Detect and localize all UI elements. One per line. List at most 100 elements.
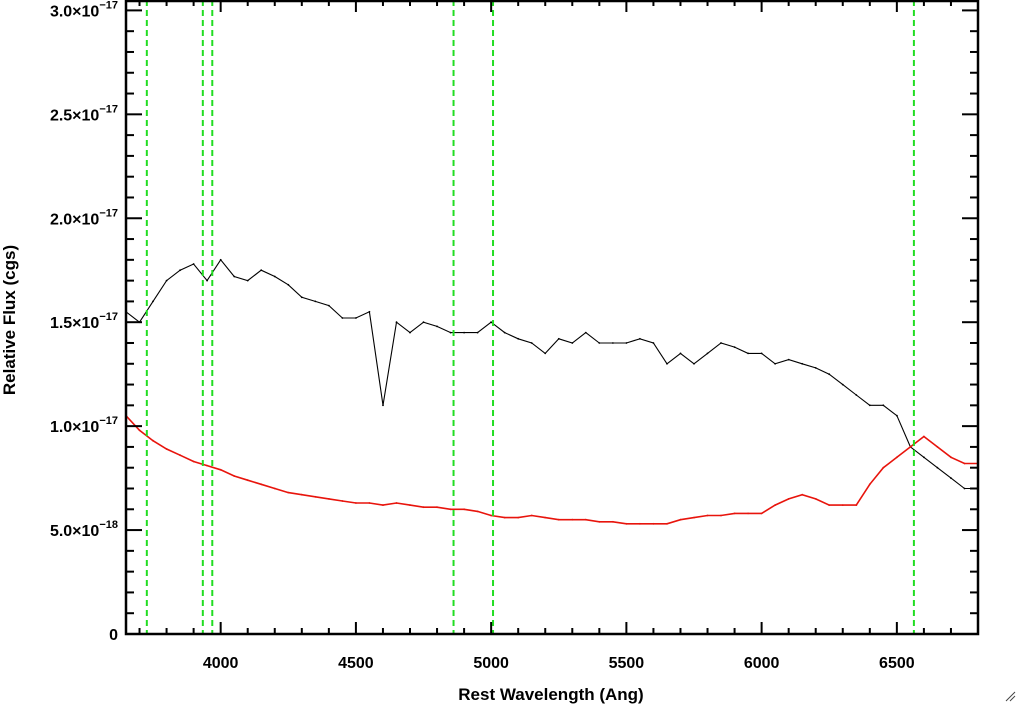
spectrum-point — [503, 516, 506, 519]
spectrum-point — [950, 456, 952, 459]
y-tick-exponent: −17 — [99, 415, 118, 427]
spectrum-point — [571, 342, 574, 344]
spectrum-point — [855, 394, 858, 396]
spectrum-point — [382, 404, 384, 407]
spectrum-point — [138, 429, 141, 432]
spectrum-point — [544, 516, 547, 519]
spectrum-point — [152, 439, 154, 442]
spectrum-point — [192, 263, 195, 265]
spectrum-point — [530, 342, 533, 344]
spectrum-point — [436, 506, 438, 509]
spectrum-point — [868, 483, 871, 486]
spectrum-series-1 — [125, 415, 978, 525]
spectrum-point — [787, 498, 790, 500]
spectrum-point — [463, 331, 465, 334]
spectrum-point — [814, 367, 817, 369]
spectrum-point — [639, 522, 641, 525]
y-tick-label: 2.0×10−17 — [50, 207, 118, 228]
y-axis-label: Relative Flux (cgs) — [0, 245, 19, 395]
x-tick-label: 5500 — [609, 655, 645, 672]
spectrum-point — [787, 358, 790, 361]
spectrum-point — [395, 502, 398, 504]
spectrum-point — [584, 518, 587, 521]
x-tick-label: 4500 — [338, 655, 374, 672]
spectrum-point — [679, 518, 682, 521]
spectrum-point — [963, 462, 966, 465]
spectrum-point — [165, 279, 168, 282]
spectrum-point — [733, 346, 736, 348]
spectrum-point — [260, 269, 263, 272]
y-tick-exponent: −17 — [99, 311, 118, 323]
spectrum-point — [612, 520, 614, 523]
spectra-group — [125, 258, 979, 525]
spectrum-point — [841, 504, 844, 506]
spectrum-point — [666, 522, 668, 525]
spectrum-point — [720, 342, 722, 344]
spectrum-point — [733, 512, 736, 515]
spectrum-point — [517, 337, 520, 340]
spectrum-point — [341, 500, 344, 502]
spectrum-point — [273, 275, 276, 278]
spectrum-point — [179, 269, 182, 272]
y-axis-ticks: 0 5.0×10−18 1.0×10−17 1.5×10−17 2.0×10−17 2.5… — [50, 0, 978, 644]
spectrum-point — [841, 383, 844, 386]
resize-grip-icon[interactable] — [1004, 690, 1016, 702]
spectrum-point — [923, 435, 925, 438]
spectrum-point — [936, 446, 939, 448]
spectrum-point — [652, 342, 655, 344]
spectrum-point — [950, 477, 952, 479]
spectrum-point — [287, 491, 290, 494]
spectrum-series-0 — [125, 258, 978, 490]
spectrum-point — [517, 516, 520, 519]
x-tick-label: 6000 — [744, 655, 780, 672]
spectrum-point — [233, 275, 236, 278]
spectrum-point — [476, 510, 479, 513]
spectrum-point — [179, 454, 182, 457]
spectrum-point — [706, 352, 709, 355]
plot-frame — [124, 0, 980, 636]
spectrum-point — [801, 493, 804, 496]
spectrum-point — [652, 522, 655, 525]
spectrum-point — [598, 342, 601, 344]
spectrum-point — [720, 514, 722, 517]
spectrum-point — [625, 522, 628, 525]
y-tick-label: 5.0×10−18 — [50, 519, 118, 540]
spectrum-point — [246, 279, 249, 282]
spectrum-point — [868, 404, 871, 407]
spectrum-point — [693, 516, 695, 519]
spectrum-point — [192, 460, 195, 463]
spectrum-point — [747, 352, 749, 355]
spectrum-point — [557, 518, 560, 521]
spectrum-point — [422, 321, 425, 324]
spectrum-point — [693, 362, 695, 365]
spectrum-point — [909, 446, 912, 448]
spectrum-point — [774, 504, 776, 506]
spectrum-point — [923, 456, 925, 459]
x-tick-label: 4000 — [203, 655, 239, 672]
x-axis-label: Rest Wavelength (Ang) — [458, 685, 643, 704]
spectrum-point — [449, 331, 452, 334]
spectrum-point — [936, 466, 939, 469]
spectrum-point — [639, 337, 641, 340]
spectrum-point — [300, 296, 303, 299]
spectrum-point — [314, 495, 317, 498]
spectrum-point — [233, 475, 236, 477]
spectrum-point — [828, 373, 831, 376]
y-tick-label: 2.5×10−17 — [50, 103, 118, 124]
spectrum-point — [152, 300, 154, 303]
spectrum-point — [584, 331, 587, 334]
spectrum-point — [165, 448, 168, 450]
spectrum-point — [206, 464, 209, 467]
spectrum-point — [706, 514, 709, 517]
spectrum-point — [666, 362, 668, 365]
spectrum-point — [300, 493, 303, 496]
spectrum-point — [544, 352, 547, 355]
spectrum-point — [368, 502, 371, 504]
spectrum-point — [882, 404, 885, 407]
spectrum-point — [328, 304, 330, 307]
spectrum-point — [355, 317, 357, 319]
spectrum-point — [503, 331, 506, 334]
spectrum-point — [774, 362, 776, 365]
spectrum-point — [463, 508, 465, 511]
